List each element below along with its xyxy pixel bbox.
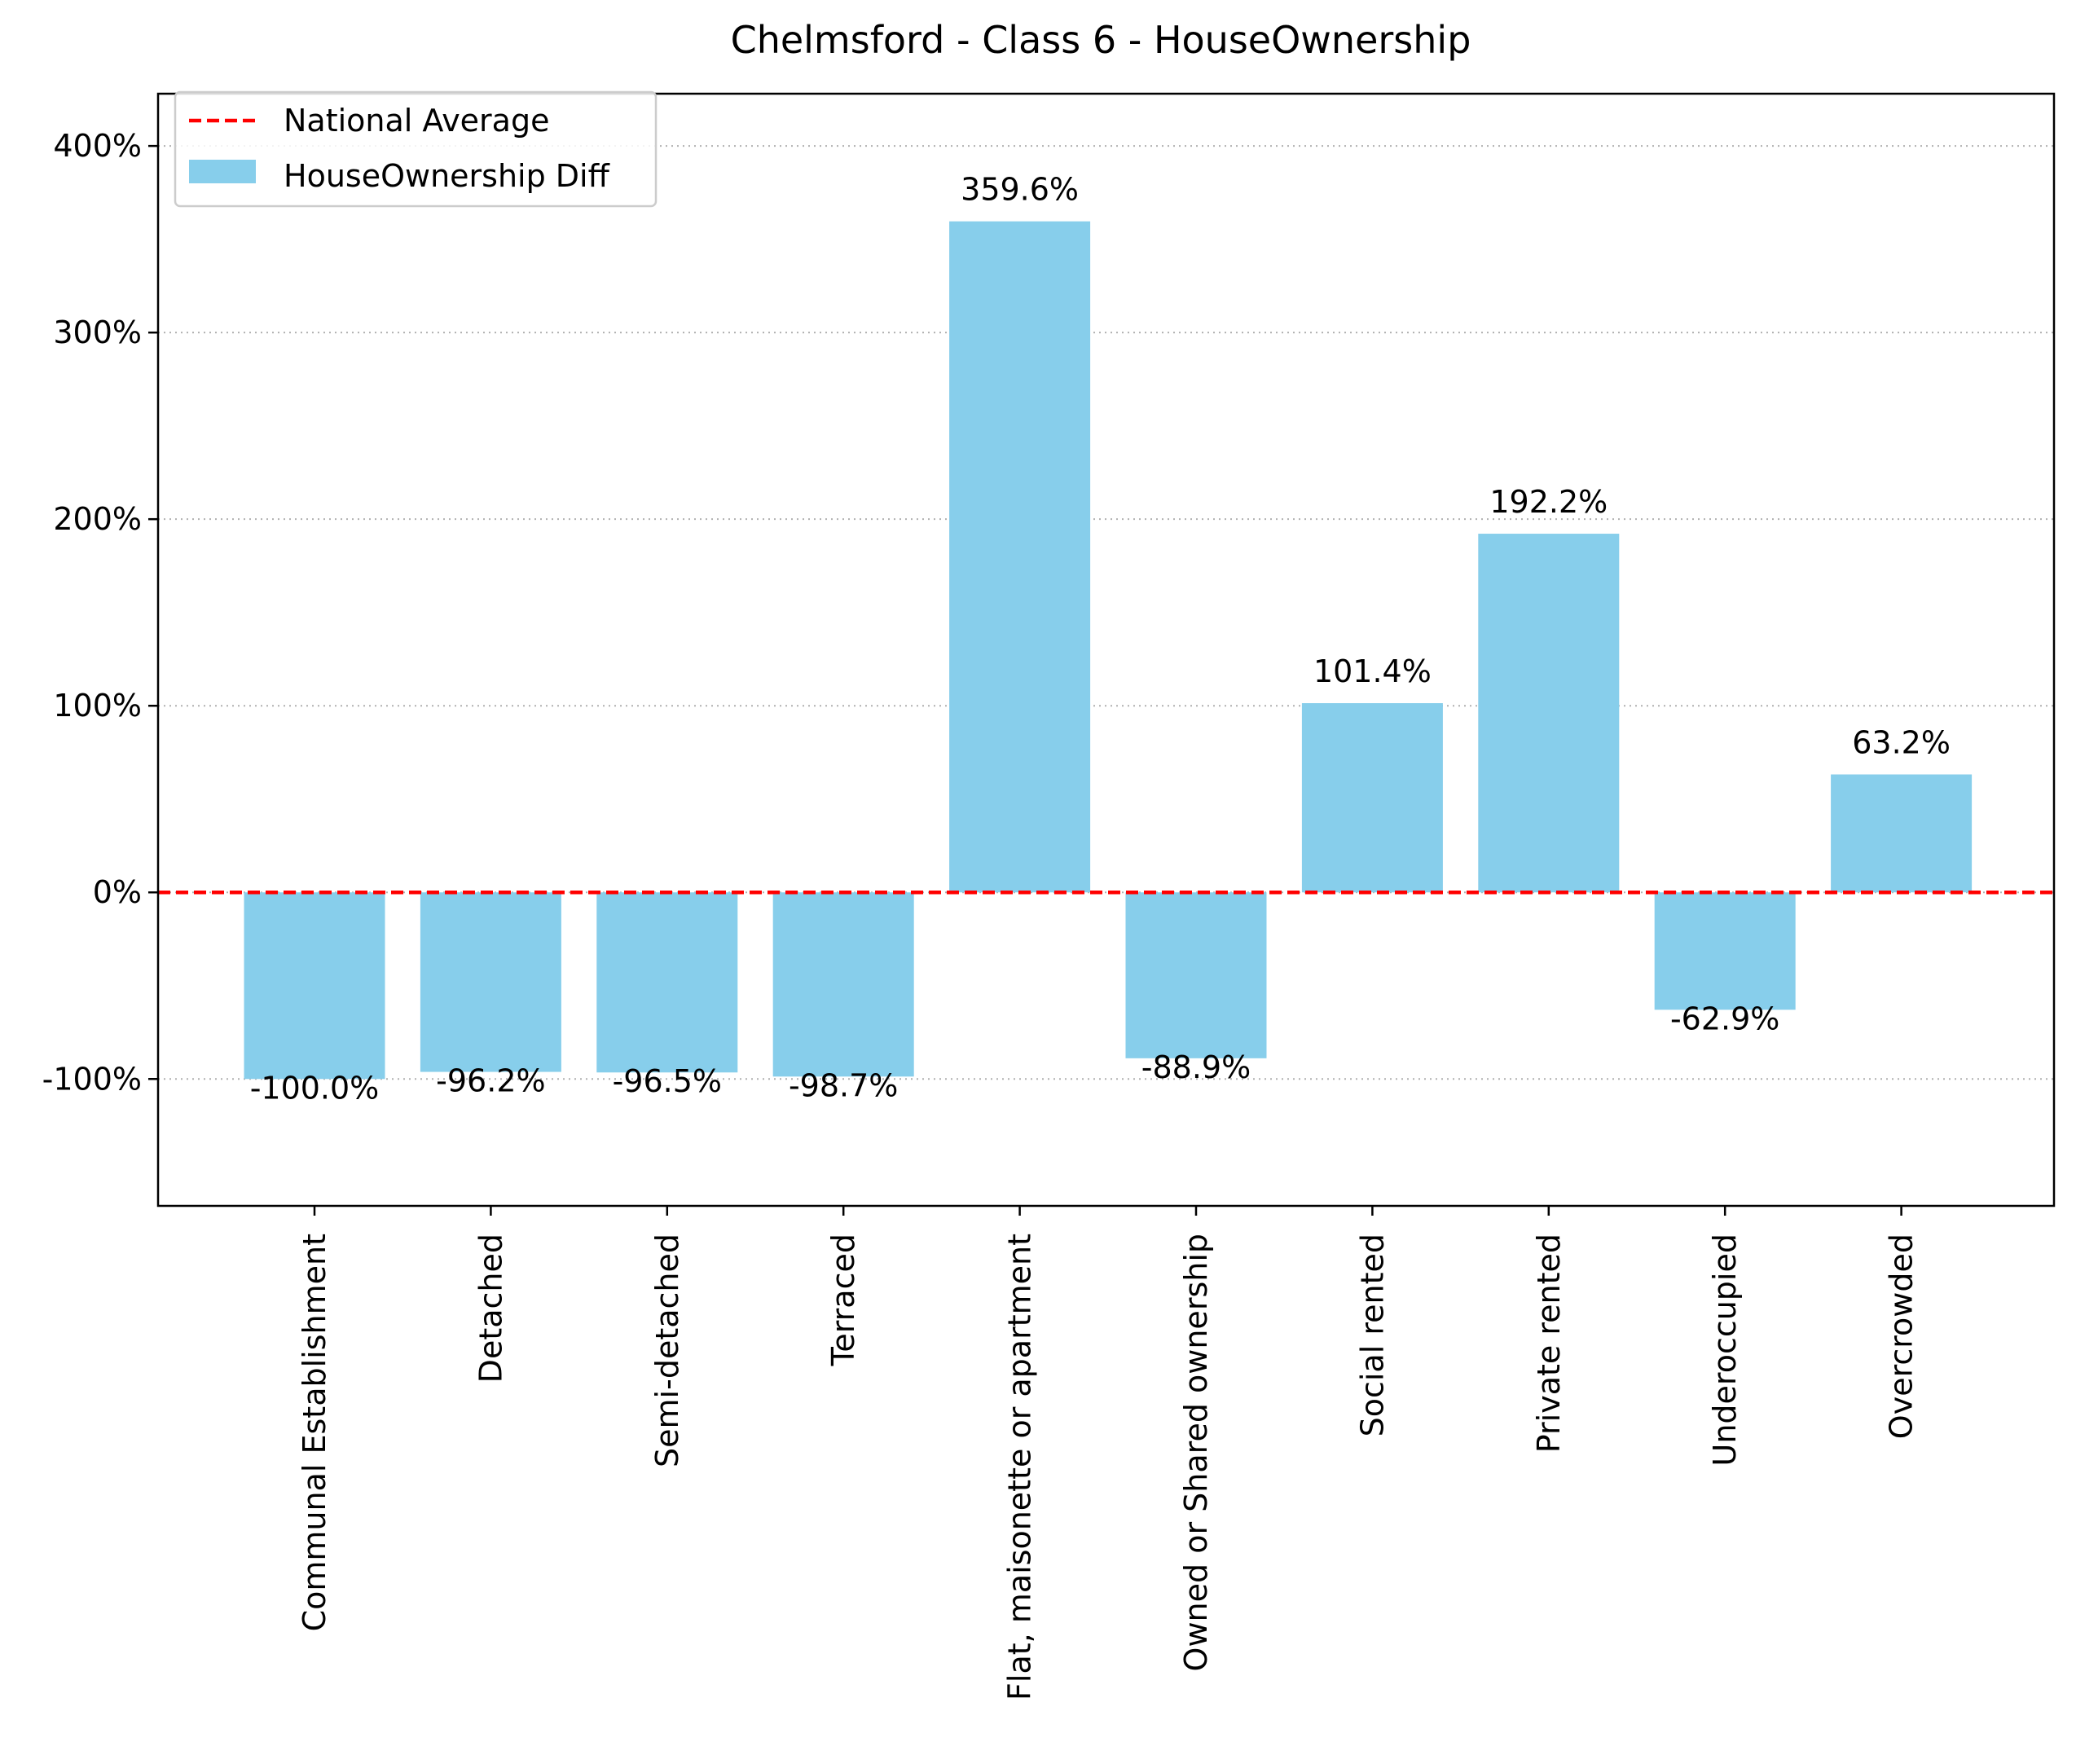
bar-data-label: -62.9%: [1670, 1001, 1779, 1036]
chart-title: Chelmsford - Class 6 - HouseOwnership: [731, 18, 1471, 62]
bar-data-label: 101.4%: [1313, 653, 1432, 689]
bar: [1125, 892, 1267, 1058]
bar: [772, 892, 914, 1077]
x-tick-label: Underoccupied: [1707, 1234, 1743, 1466]
bar: [1831, 774, 1973, 893]
bar-data-label: 359.6%: [961, 172, 1079, 208]
x-tick-label: Semi-detached: [649, 1234, 685, 1467]
bar: [1654, 892, 1796, 1010]
bar-data-label: 192.2%: [1489, 484, 1608, 520]
x-tick-label: Terraced: [825, 1234, 861, 1366]
bar-data-label: -96.2%: [436, 1063, 545, 1099]
y-tick-label: -100%: [42, 1061, 142, 1097]
axes: -100% 0% 100% 200% 300% 400% Communal Establis…: [42, 128, 1920, 1700]
bar: [1478, 534, 1620, 893]
x-tick-label: Private rented: [1531, 1234, 1567, 1453]
plot-frame: [156, 92, 2056, 1208]
y-tick-label: 400%: [53, 128, 142, 164]
y-tick-label: 0%: [93, 874, 142, 910]
bar-data-label: -98.7%: [789, 1067, 898, 1103]
legend: National Average HouseOwnership Diff: [174, 90, 658, 208]
legend-national-average-label: National Average: [284, 103, 549, 139]
legend-box: [174, 90, 658, 208]
x-tick-label: Detached: [473, 1234, 508, 1383]
bar-data-label: -88.9%: [1141, 1049, 1251, 1085]
bar: [1301, 703, 1443, 893]
bar-data-label: -100.0%: [250, 1070, 380, 1106]
bar: [949, 221, 1091, 893]
bar: [420, 892, 561, 1072]
legend-diff-label: HouseOwnership Diff: [284, 158, 610, 194]
x-tick-label: Overcrowded: [1884, 1234, 1920, 1439]
x-tick-label: Social rented: [1354, 1234, 1390, 1436]
y-tick-label: 300%: [53, 315, 142, 350]
y-tick-label: 100%: [53, 688, 142, 724]
bar-labels: -100.0% -96.2% -96.5% -98.7% 359.6% -88.9% 101…: [250, 172, 1951, 1106]
legend-diff-swatch: [189, 160, 256, 183]
bar: [244, 892, 385, 1080]
bars: [244, 221, 1973, 1080]
x-tick-label: Flat, maisonette or apartment: [1002, 1234, 1038, 1700]
bar-data-label: 63.2%: [1852, 724, 1951, 760]
x-tick-label: Owned or Shared ownership: [1178, 1234, 1214, 1671]
bar: [596, 892, 738, 1073]
bar-data-label: -96.5%: [613, 1063, 722, 1099]
y-tick-label: 200%: [53, 501, 142, 537]
x-tick-label: Communal Establishment: [297, 1234, 332, 1631]
